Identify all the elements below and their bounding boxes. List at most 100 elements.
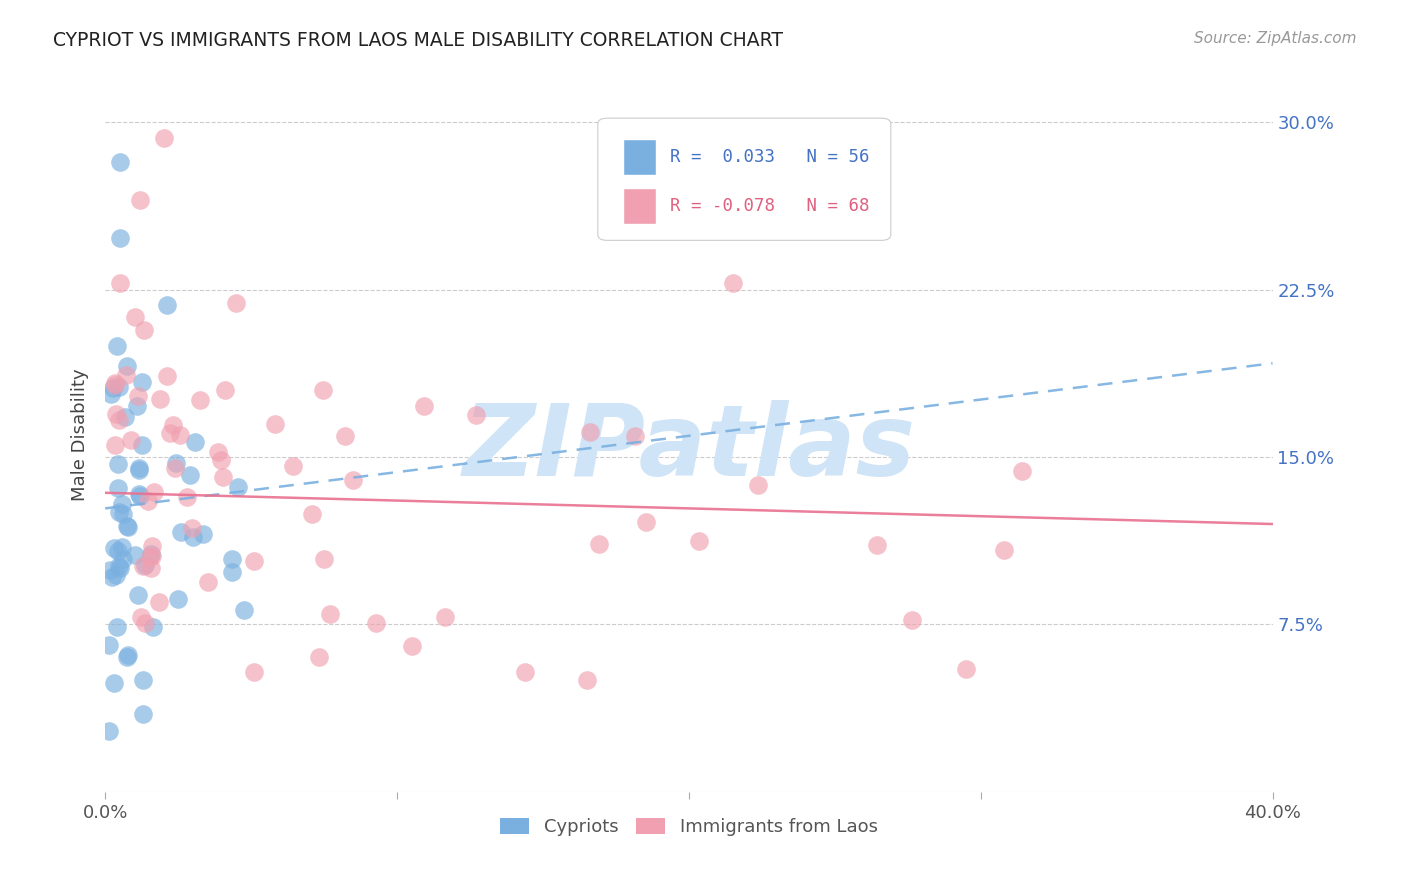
Point — [308, 650, 330, 665]
Point — [115, 359, 138, 374]
Point — [319, 607, 342, 622]
Point — [128, 487, 150, 501]
Point — [108, 155, 131, 169]
Point — [129, 489, 152, 503]
Point — [110, 561, 132, 575]
Point — [114, 410, 136, 425]
Point — [105, 408, 128, 422]
Point — [212, 469, 235, 483]
Point — [1011, 464, 1033, 478]
Point — [401, 639, 423, 653]
Point — [108, 506, 131, 520]
Point — [129, 610, 152, 624]
Point — [179, 467, 201, 482]
Point — [721, 276, 744, 290]
Point — [127, 588, 149, 602]
Point — [207, 445, 229, 459]
Point — [165, 456, 187, 470]
Point — [148, 595, 170, 609]
Bar — [623, 188, 657, 224]
Point — [134, 615, 156, 630]
Point — [159, 425, 181, 440]
Point — [111, 497, 134, 511]
Point — [149, 392, 172, 406]
Point — [104, 438, 127, 452]
Point — [97, 638, 120, 652]
Point — [108, 559, 131, 574]
Point — [115, 649, 138, 664]
Point — [169, 428, 191, 442]
Text: R =  0.033   N = 56: R = 0.033 N = 56 — [671, 148, 870, 166]
Point — [209, 453, 232, 467]
Point — [108, 413, 131, 427]
Point — [105, 339, 128, 353]
Point — [281, 458, 304, 473]
Text: R = -0.078   N = 68: R = -0.078 N = 68 — [671, 197, 870, 215]
Point — [111, 507, 134, 521]
Point — [242, 553, 264, 567]
Point — [167, 591, 190, 606]
Point — [221, 552, 243, 566]
Point — [225, 296, 247, 310]
Point — [866, 538, 889, 552]
Point — [124, 310, 146, 324]
Point — [142, 485, 165, 500]
Point — [128, 463, 150, 477]
Point — [312, 551, 335, 566]
Bar — [623, 139, 657, 175]
Point — [233, 603, 256, 617]
Point — [139, 560, 162, 574]
Point — [575, 673, 598, 688]
Point — [108, 276, 131, 290]
Point — [191, 527, 214, 541]
Point — [104, 568, 127, 582]
Point — [176, 490, 198, 504]
Point — [136, 494, 159, 508]
Point — [156, 368, 179, 383]
Point — [104, 377, 127, 392]
Point — [101, 381, 124, 395]
Point — [111, 540, 134, 554]
Point — [129, 193, 152, 207]
Point — [107, 544, 129, 558]
Point — [142, 620, 165, 634]
Point — [132, 706, 155, 721]
Point — [105, 620, 128, 634]
Point — [98, 563, 121, 577]
Point — [264, 417, 287, 432]
Point — [131, 438, 153, 452]
Point — [138, 549, 160, 564]
Point — [128, 461, 150, 475]
Point — [588, 537, 610, 551]
Point — [578, 425, 600, 439]
Point — [103, 541, 125, 556]
Point — [513, 665, 536, 679]
Point — [115, 519, 138, 533]
Point — [124, 549, 146, 563]
Point — [139, 547, 162, 561]
Point — [301, 508, 323, 522]
Point — [747, 478, 769, 492]
Point — [141, 539, 163, 553]
Legend: Cypriots, Immigrants from Laos: Cypriots, Immigrants from Laos — [494, 811, 884, 844]
Point — [169, 524, 191, 539]
Point — [112, 551, 135, 566]
Point — [117, 648, 139, 663]
Point — [165, 460, 187, 475]
Point — [214, 384, 236, 398]
Point — [226, 480, 249, 494]
Point — [115, 368, 138, 382]
Point — [107, 457, 129, 471]
Point — [342, 473, 364, 487]
Point — [197, 575, 219, 590]
Point — [152, 130, 174, 145]
Point — [100, 387, 122, 401]
Point — [132, 323, 155, 337]
Point — [127, 388, 149, 402]
Point — [141, 549, 163, 564]
Point — [98, 723, 121, 738]
Point — [131, 375, 153, 389]
Point — [120, 434, 142, 448]
Point — [183, 530, 205, 544]
Point — [312, 383, 335, 397]
